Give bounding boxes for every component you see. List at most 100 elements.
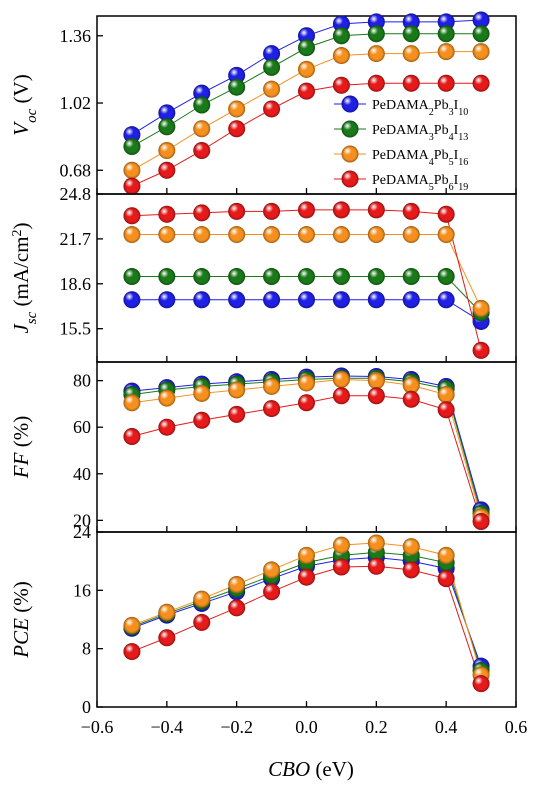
x-tick-label: −0.6	[81, 717, 114, 737]
x-tick-labels: −0.6 −0.4 −0.2 0.0 0.2 0.4 0.6	[81, 717, 528, 737]
data-point-voc-2	[158, 141, 176, 159]
data-point-jsc-3	[263, 202, 281, 220]
data-point-voc-0	[298, 27, 315, 45]
legend-label: PeDAMA2Pb3I10	[372, 98, 468, 118]
data-point-ff-2	[298, 374, 315, 392]
legend-marker	[341, 95, 359, 113]
data-point-pce-2	[402, 538, 420, 556]
legend-label: PeDAMA5Pb6I19	[372, 173, 468, 193]
data-point-voc-0	[437, 13, 455, 31]
y-axis-label-jsc: Jsc (mA/cm2)	[9, 222, 40, 333]
data-point-voc-2	[123, 161, 141, 179]
data-point-voc-3	[228, 120, 246, 138]
data-point-pce-3	[332, 558, 350, 576]
data-point-voc-2	[472, 43, 490, 61]
y-tick-label: 8	[82, 639, 91, 659]
data-point-jsc-3	[123, 207, 141, 225]
legend-marker	[341, 170, 359, 188]
data-point-jsc-0	[263, 291, 281, 309]
data-point-jsc-1	[402, 268, 420, 286]
x-tick-label: −0.2	[220, 717, 253, 737]
data-point-voc-3	[263, 100, 281, 118]
y-tick-label: 0	[82, 697, 91, 717]
legend-label: PeDAMA3Pb4I13	[372, 123, 468, 143]
data-point-jsc-2	[193, 226, 211, 244]
data-point-jsc-2	[402, 226, 420, 244]
data-point-pce-2	[228, 576, 246, 593]
legend-marker	[341, 145, 359, 163]
data-point-ff-2	[193, 384, 211, 402]
data-point-voc-3	[402, 74, 420, 92]
data-point-jsc-1	[228, 268, 246, 286]
data-point-jsc-1	[193, 268, 211, 286]
data-point-jsc-2	[123, 226, 141, 244]
data-point-voc-0	[332, 15, 350, 33]
data-point-voc-1	[158, 118, 176, 136]
data-point-jsc-0	[298, 291, 315, 309]
data-point-jsc-3	[472, 341, 490, 359]
x-axis-label: CBO (eV)	[268, 757, 354, 781]
data-point-jsc-3	[298, 201, 315, 219]
data-point-voc-3	[193, 141, 211, 159]
data-point-voc-2	[437, 43, 455, 61]
y-tick-label: 16	[73, 580, 91, 600]
data-point-jsc-1	[123, 268, 141, 286]
data-point-pce-2	[263, 561, 281, 579]
data-point-pce-2	[158, 603, 176, 621]
data-point-jsc-3	[402, 202, 420, 220]
y-axis-label-ff: FF (%)	[9, 416, 33, 479]
y-tick-label: 80	[73, 371, 91, 391]
data-point-voc-3	[367, 74, 385, 92]
legend-entry: PeDAMA3Pb4I13	[334, 120, 468, 143]
data-point-jsc-0	[158, 291, 176, 309]
data-point-voc-2	[367, 45, 385, 63]
x-tick-label: −0.4	[151, 717, 184, 737]
data-point-voc-2	[402, 45, 420, 63]
panel-ff: 20 40 60 80 FF (%)	[9, 361, 517, 533]
data-point-ff-3	[193, 411, 211, 429]
y-tick-label: 0.68	[60, 160, 92, 180]
legend: PeDAMA2Pb3I10 PeDAMA3Pb4I13 PeDAMA4Pb5I16 P…	[334, 95, 468, 193]
data-point-pce-3	[123, 643, 141, 661]
y-tick-label: 1.36	[60, 26, 92, 46]
y-tick-label: 20	[73, 510, 91, 530]
panels-layer: 0.68 1.02 1.36 Voc (V) 15.5 18.6 21.7 24.8 Jsc (…	[9, 11, 517, 717]
data-point-jsc-2	[472, 299, 490, 317]
data-point-voc-1	[332, 27, 350, 45]
data-point-ff-2	[437, 386, 455, 404]
data-point-voc-2	[228, 100, 246, 118]
data-point-voc-3	[472, 74, 490, 92]
data-point-pce-2	[437, 546, 455, 564]
data-point-voc-1	[298, 39, 315, 57]
data-point-jsc-1	[437, 268, 455, 286]
data-point-jsc-3	[158, 205, 176, 223]
data-point-jsc-0	[437, 291, 455, 309]
data-point-jsc-2	[158, 226, 176, 244]
data-point-voc-3	[437, 74, 455, 92]
data-point-pce-2	[367, 534, 385, 552]
y-tick-label: 18.6	[60, 274, 92, 294]
data-point-pce-2	[123, 616, 141, 634]
data-point-voc-1	[123, 138, 141, 156]
data-point-voc-0	[472, 11, 490, 29]
data-point-jsc-1	[263, 268, 281, 286]
data-point-voc-0	[158, 104, 176, 122]
y-axis-label-voc: Voc (V)	[9, 74, 40, 135]
legend-entry: PeDAMA5Pb6I19	[334, 170, 468, 193]
data-point-jsc-0	[228, 291, 246, 309]
y-tick-label: 15.5	[60, 319, 92, 339]
data-point-voc-3	[158, 161, 176, 179]
data-point-ff-3	[332, 387, 350, 405]
data-point-jsc-2	[367, 226, 385, 244]
x-tick-label: 0.4	[435, 717, 458, 737]
data-point-jsc-1	[332, 268, 350, 286]
data-point-jsc-0	[332, 291, 350, 309]
data-point-jsc-3	[367, 201, 385, 219]
data-point-ff-3	[228, 405, 246, 423]
x-tick-label: 0.2	[365, 717, 388, 737]
data-point-ff-2	[263, 377, 281, 395]
data-point-voc-1	[402, 25, 420, 43]
panel-jsc: 15.5 18.6 21.7 24.8 Jsc (mA/cm2)	[9, 184, 517, 363]
